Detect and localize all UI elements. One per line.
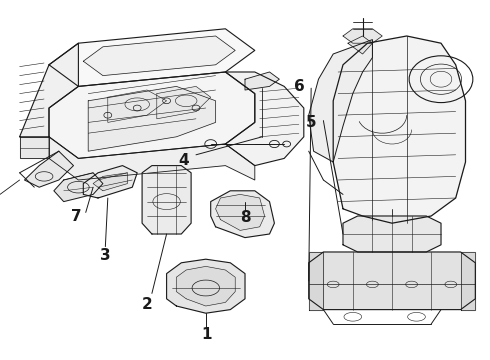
Text: 3: 3	[100, 248, 111, 263]
Text: 7: 7	[71, 208, 81, 224]
Polygon shape	[24, 151, 74, 187]
Text: 2: 2	[142, 297, 152, 312]
Polygon shape	[461, 252, 475, 310]
Polygon shape	[225, 72, 304, 166]
Polygon shape	[176, 266, 235, 306]
Polygon shape	[211, 191, 274, 238]
Polygon shape	[83, 166, 137, 198]
Polygon shape	[216, 194, 265, 230]
Text: 5: 5	[306, 115, 317, 130]
Polygon shape	[309, 40, 372, 162]
Polygon shape	[20, 137, 49, 158]
Polygon shape	[88, 86, 216, 151]
Polygon shape	[245, 72, 279, 90]
Polygon shape	[343, 29, 382, 43]
Polygon shape	[343, 216, 441, 252]
Text: 6: 6	[294, 79, 304, 94]
Text: 1: 1	[201, 327, 212, 342]
Polygon shape	[333, 36, 466, 223]
Polygon shape	[157, 86, 211, 119]
Polygon shape	[309, 252, 323, 310]
Polygon shape	[49, 137, 255, 180]
Polygon shape	[49, 29, 255, 86]
Polygon shape	[83, 36, 235, 76]
Text: 8: 8	[240, 210, 250, 225]
Polygon shape	[348, 36, 372, 54]
Polygon shape	[20, 43, 78, 137]
Polygon shape	[309, 252, 475, 310]
Polygon shape	[108, 90, 167, 122]
Polygon shape	[93, 173, 127, 191]
Polygon shape	[167, 259, 245, 313]
Polygon shape	[142, 166, 191, 234]
Polygon shape	[49, 72, 255, 158]
Polygon shape	[54, 173, 103, 202]
Text: 4: 4	[178, 153, 189, 168]
